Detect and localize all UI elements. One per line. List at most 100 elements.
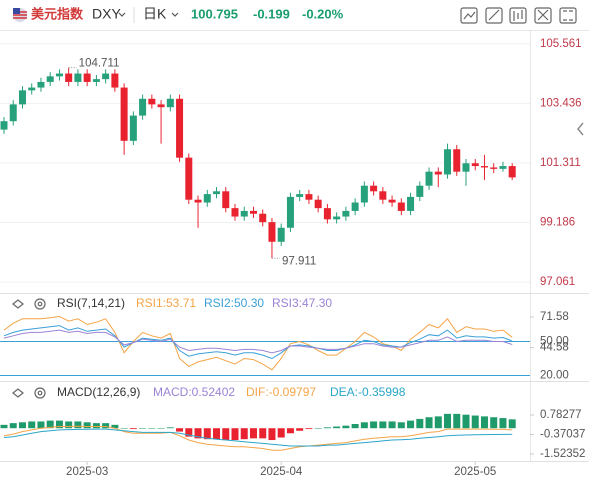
macd-bar bbox=[462, 414, 470, 429]
macd-bar bbox=[425, 417, 433, 429]
candle-body bbox=[314, 199, 322, 209]
y-tick-label: 71.58 bbox=[540, 311, 569, 323]
macd-bar bbox=[370, 421, 378, 429]
annotation: 104.711 bbox=[79, 58, 120, 70]
macd-bar bbox=[120, 428, 128, 429]
candle-body bbox=[9, 104, 17, 122]
candle-body bbox=[194, 199, 202, 203]
macd-bar bbox=[434, 416, 442, 429]
macd-bar bbox=[92, 423, 100, 429]
y-tick-label: 99.186 bbox=[540, 217, 575, 229]
macd-bar bbox=[102, 423, 110, 429]
candle-body bbox=[277, 227, 285, 242]
macd-bar bbox=[37, 421, 45, 429]
candle-body bbox=[323, 208, 331, 220]
rsi-line bbox=[3, 325, 513, 360]
macd-bar bbox=[305, 428, 313, 430]
y-tick-label: 50.00 bbox=[540, 335, 569, 347]
y-tick-label: 0.78277 bbox=[540, 409, 582, 421]
toolbar-icons[interactable] bbox=[460, 7, 577, 24]
candle-body bbox=[74, 73, 82, 82]
macd-bar bbox=[74, 421, 82, 429]
macd-bar bbox=[286, 428, 294, 434]
macd-bar bbox=[65, 421, 73, 429]
macd-bar bbox=[194, 428, 202, 439]
y-tick-label: 44.58 bbox=[540, 342, 569, 354]
dropdown-arrow[interactable] bbox=[171, 12, 179, 17]
macd-bar bbox=[240, 428, 248, 440]
legend-entry: MACD:0.52402 bbox=[153, 385, 235, 399]
macd-bar bbox=[314, 428, 322, 429]
candle-body bbox=[148, 98, 156, 105]
candle-body bbox=[453, 149, 461, 172]
y-tick-label: 20.00 bbox=[540, 369, 569, 381]
macd-bar bbox=[157, 428, 165, 429]
legend-entry: RSI2:50.30 bbox=[204, 296, 264, 310]
dropdown-arrow[interactable] bbox=[118, 12, 126, 17]
candle-body bbox=[397, 202, 405, 211]
symbol[interactable]: DXY bbox=[92, 6, 121, 22]
annotation: 97.911 bbox=[282, 255, 316, 267]
macd-bar bbox=[323, 427, 331, 429]
candle-body bbox=[342, 210, 350, 217]
macd-bar bbox=[213, 428, 221, 440]
candle-body bbox=[120, 87, 128, 141]
change-percent: -0.20% bbox=[302, 6, 344, 21]
candle-body bbox=[508, 166, 516, 178]
candle-body bbox=[92, 79, 100, 82]
y-tick-label: -1.52352 bbox=[540, 448, 585, 460]
macd-line bbox=[3, 425, 513, 451]
macd-bar bbox=[148, 428, 156, 429]
rsi-line bbox=[3, 329, 513, 354]
candle-body bbox=[333, 216, 341, 220]
candle-body bbox=[139, 98, 147, 116]
macd-bar bbox=[416, 418, 424, 429]
candle-body bbox=[286, 196, 294, 228]
candle-body bbox=[425, 171, 433, 186]
candle-body bbox=[185, 157, 193, 200]
macd-title: MACD(12,26,9) bbox=[57, 385, 140, 399]
macd-bar bbox=[18, 422, 26, 429]
macd-bar bbox=[46, 420, 54, 429]
candle-body bbox=[166, 98, 174, 108]
candle-body bbox=[305, 194, 313, 200]
macd-bar bbox=[259, 428, 267, 439]
candle-body bbox=[360, 185, 368, 203]
candle-body bbox=[18, 90, 26, 105]
y-tick-label: 103.436 bbox=[540, 97, 582, 109]
macd-bar bbox=[453, 413, 461, 429]
y-tick-label: 101.311 bbox=[540, 157, 581, 169]
candle-body bbox=[129, 115, 137, 141]
macd-bar bbox=[342, 425, 350, 429]
macd-bar bbox=[203, 428, 211, 440]
change: -0.199 bbox=[253, 6, 290, 21]
rsi-icons[interactable] bbox=[12, 298, 46, 310]
legend-entry: DIF:-0.09797 bbox=[246, 385, 316, 399]
x-tick-label: 2025-05 bbox=[454, 466, 496, 478]
macd-bar bbox=[222, 428, 230, 441]
x-tick-label: 2025-04 bbox=[260, 466, 303, 478]
candle-body bbox=[111, 73, 119, 88]
scroll-arrow[interactable] bbox=[577, 122, 584, 136]
candle-body bbox=[259, 213, 267, 223]
macd-bar bbox=[471, 415, 479, 429]
candle-body bbox=[203, 194, 211, 203]
macd-bar bbox=[0, 424, 8, 429]
macd-bar bbox=[9, 423, 17, 429]
y-tick-label: 97.061 bbox=[540, 276, 575, 288]
macd-bar bbox=[268, 428, 276, 441]
index-name: 美元指数 bbox=[31, 6, 84, 21]
period[interactable]: 日K bbox=[143, 6, 167, 22]
macd-bar bbox=[129, 428, 137, 430]
macd-bar bbox=[249, 428, 257, 439]
macd-icons[interactable] bbox=[12, 387, 46, 399]
x-tick-label: 2025-03 bbox=[66, 466, 108, 478]
macd-bar bbox=[333, 426, 341, 429]
candle-body bbox=[46, 76, 54, 82]
candle-body bbox=[434, 171, 442, 175]
macd-bar bbox=[296, 428, 304, 431]
rsi-line bbox=[3, 315, 513, 371]
candle-body bbox=[462, 163, 470, 172]
macd-bar bbox=[139, 428, 147, 429]
